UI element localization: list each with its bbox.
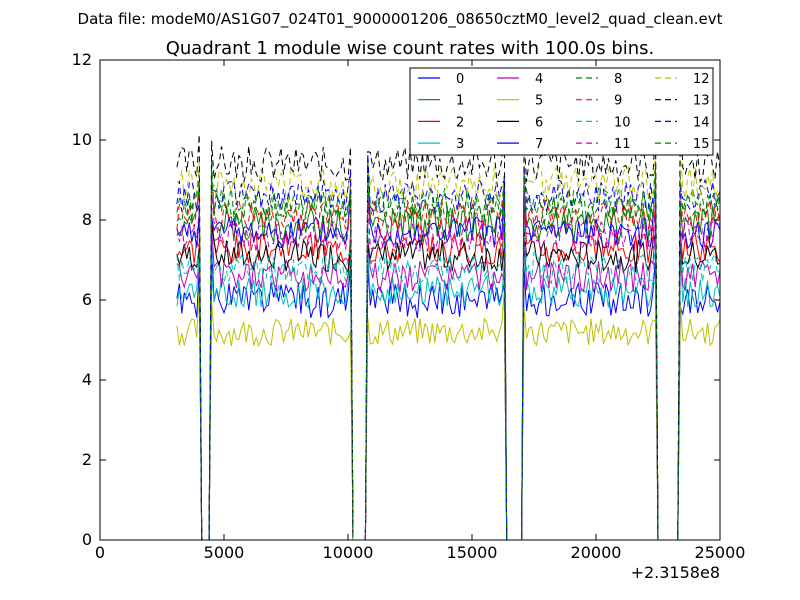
- y-tick-label-4: 8: [82, 210, 92, 229]
- chart-title: Quadrant 1 module wise count rates with …: [166, 38, 655, 59]
- series-line-10: [176, 224, 720, 540]
- x-tick-label-2: 10000: [323, 543, 374, 562]
- legend-label-15: 15: [693, 137, 710, 152]
- legend-box: [409, 67, 714, 156]
- legend-label-2: 2: [456, 115, 464, 130]
- series-line-3: [176, 246, 720, 540]
- series-line-9: [176, 176, 720, 540]
- series-line-4: [176, 226, 720, 540]
- series-line-13: [176, 100, 720, 540]
- y-tick-label-0: 0: [82, 530, 92, 549]
- legend-label-12: 12: [693, 72, 710, 87]
- legend-label-11: 11: [614, 137, 631, 152]
- legend-label-0: 0: [456, 72, 464, 87]
- x-tick-label-3: 15000: [447, 543, 498, 562]
- legend-label-9: 9: [614, 94, 622, 109]
- y-tick-label-2: 4: [82, 370, 92, 389]
- x-tick-label-4: 20000: [571, 543, 622, 562]
- series-line-15: [176, 161, 720, 540]
- y-tick-label-6: 12: [72, 50, 92, 69]
- x-axis: 0 5000 10000 15000 20000 25000: [95, 60, 746, 562]
- x-tick-label-5: 25000: [695, 543, 746, 562]
- x-tick-label-0: 0: [95, 543, 105, 562]
- legend-label-7: 7: [535, 137, 543, 152]
- y-tick-label-3: 6: [82, 290, 92, 309]
- series-line-7: [176, 175, 720, 540]
- legend-label-8: 8: [614, 72, 622, 87]
- legend-label-6: 6: [535, 115, 543, 130]
- legend-label-3: 3: [456, 137, 464, 152]
- y-tick-label-5: 10: [72, 130, 92, 149]
- legend-label-14: 14: [693, 115, 710, 130]
- plot-series: [176, 100, 720, 540]
- series-line-1: [176, 159, 720, 540]
- legend-label-1: 1: [456, 94, 464, 109]
- x-tick-label-1: 5000: [204, 543, 245, 562]
- legend-label-4: 4: [535, 72, 543, 87]
- x-offset-label: +2.3158e8: [631, 563, 720, 582]
- series-line-14: [176, 153, 720, 540]
- suptitle: Data file: modeM0/AS1G07_024T01_90000012…: [78, 10, 723, 29]
- y-tick-label-1: 2: [82, 450, 92, 469]
- series-line-5: [176, 287, 720, 540]
- series-line-11: [176, 182, 720, 540]
- legend-label-5: 5: [535, 94, 543, 109]
- legend-label-13: 13: [693, 94, 710, 109]
- legend-label-10: 10: [614, 115, 631, 130]
